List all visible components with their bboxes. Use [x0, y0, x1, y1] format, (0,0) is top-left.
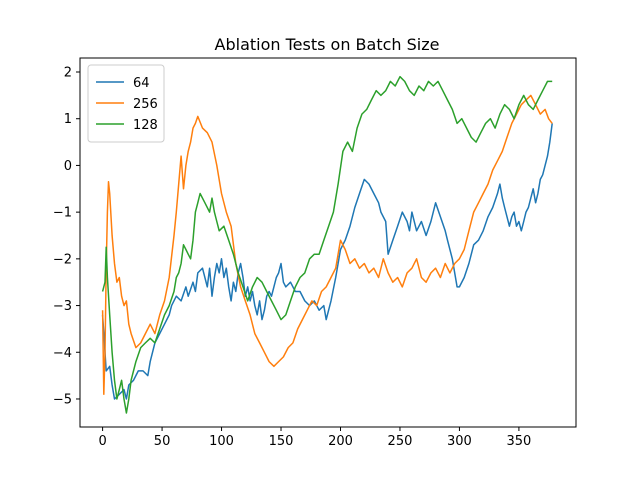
y-tick-label: 0 — [64, 159, 72, 174]
chart-title: Ablation Tests on Batch Size — [215, 35, 440, 54]
x-tick-label: 200 — [328, 434, 353, 449]
y-tick-label: −2 — [53, 252, 72, 267]
y-tick-label: −4 — [53, 346, 72, 361]
series-line-64 — [101, 123, 553, 400]
series-line-128 — [101, 75, 553, 414]
y-tick-label: −5 — [53, 392, 72, 407]
legend-label-64: 64 — [133, 76, 150, 91]
x-tick-label: 250 — [388, 434, 413, 449]
legend-label-128: 128 — [133, 118, 158, 133]
legend-label-256: 256 — [133, 97, 158, 112]
series-line-256 — [101, 94, 553, 396]
plot-area: 0 50 100 150 200 250 300 350 −5 −4 −3 −2 −1 0 1 2 — [53, 57, 577, 449]
y-tick-label: 1 — [64, 112, 72, 127]
legend: 64 256 128 — [87, 64, 165, 143]
x-tick-label: 150 — [269, 434, 294, 449]
x-tick-label: 350 — [506, 434, 531, 449]
axes-frame — [79, 57, 577, 428]
y-tick-label: 2 — [64, 66, 72, 81]
x-tick-label: 300 — [447, 434, 472, 449]
x-tick-label: 100 — [209, 434, 234, 449]
x-tick-label: 0 — [98, 434, 106, 449]
y-tick-label: −1 — [53, 206, 72, 221]
legend-box — [87, 64, 165, 143]
y-tick-label: −3 — [53, 299, 72, 314]
x-tick-label: 50 — [154, 434, 171, 449]
